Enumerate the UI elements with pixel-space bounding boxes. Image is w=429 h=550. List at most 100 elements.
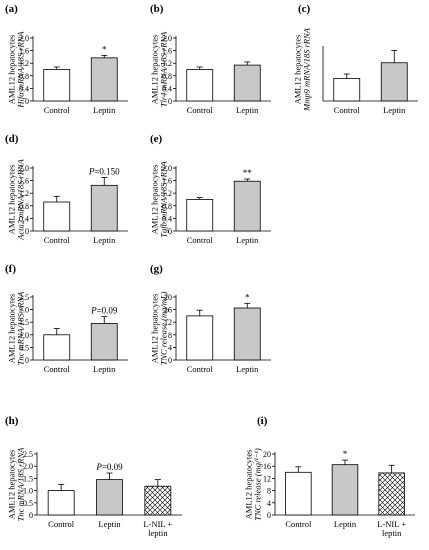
bar-control [333,78,361,102]
category-label: Control [285,519,312,529]
bar-control [186,199,214,232]
y-axis-label-line2: Acta2 mRNA/18S rRNA [16,158,26,241]
y-tick-label: 1.5 [23,474,33,483]
category-label: Leptin [236,105,259,115]
y-axis-label-line1: AML12 hepatocytes [150,294,160,364]
panel-label: (d) [5,133,19,145]
y-tick-label: 0 [168,227,172,236]
y-tick-label: 2.5 [19,293,29,302]
significance-label: P=0.09 [90,306,118,316]
y-tick-label: 2.0 [162,164,172,173]
panel-label: (f) [5,263,16,275]
y-tick-label: 0.4 [19,84,29,93]
bar-control [47,490,75,516]
y-tick-label: 4 [168,343,172,352]
category-label: Leptin [383,105,406,115]
panel-label: (e) [150,133,163,145]
y-tick-label: 0 [168,97,172,106]
y-axis-label-line2: Hifα mRNA/18S rRNA [16,31,26,109]
y-axis-label-line1: AML12 hepatocytes [7,35,17,105]
y-axis-label-line1: AML12 hepatocytes [150,35,160,105]
category-label: Control [44,364,71,374]
y-tick-label: 0.8 [19,72,29,81]
panel-label: (a) [5,3,18,15]
bar-control [43,334,71,361]
category-label: Leptin [236,364,259,374]
category-label: Control [187,235,214,245]
category-label: Leptin [93,235,116,245]
bar-control [43,201,71,232]
y-tick-label: 1.2 [162,189,172,198]
y-tick-label: 4 [267,499,271,508]
y-tick-label: 0.4 [19,214,29,223]
y-axis-label-line2: Tlr4 mRNA/18S rRNA [159,31,169,107]
category-label: leptin [148,528,168,538]
y-axis-label-line1: AML12 hepatocytes [7,165,17,235]
y-axis-label-line2: Mmp9 mRNA/18S rRNA [302,27,312,111]
y-axis-label-line1: AML12 hepatocytes [7,294,17,364]
panel-e: (e) AML12 hepatocytes Tgfb mRNA/18S rRNA 0 0… [150,133,271,245]
y-tick-label: 0.8 [19,202,29,211]
y-tick-label: 1.0 [19,331,29,340]
bar-leptin [90,184,118,232]
y-tick-label: 0.8 [162,72,172,81]
category-label: Leptin [236,235,259,245]
category-label: Leptin [93,105,116,115]
y-axis-label-line2: TNC release (mg/¹⁻¹) [253,448,263,521]
y-tick-label: 0.5 [19,343,29,352]
y-tick-label: 0 [25,227,29,236]
bar-control [285,471,312,516]
y-tick-label: 1.2 [19,59,29,68]
panel-label: (c) [298,3,311,15]
category-label: Control [187,105,214,115]
category-label: Control [44,235,71,245]
y-axis-label-line2: Tnc mRNA/18S rRNA [16,447,26,521]
y-tick-label: 2.0 [23,462,33,471]
y-tick-label: 2.0 [19,306,29,315]
bar-control [43,69,71,102]
y-tick-label: 0.4 [162,214,172,223]
y-tick-label: 0 [267,511,271,520]
significance-label: * [102,44,107,54]
panel-i: (i) AML12 hepatocytes TNC release (mg/¹⁻¹)… [244,415,415,538]
significance-label: P=0.150 [88,166,120,176]
panel-a: (a) AML12 hepatocytes Hifα mRNA/18S rRNA 0 0… [5,3,128,115]
significance-label: * [343,449,348,459]
y-axis-label-line2: Tgfb mRNA/18S rRNA [159,160,169,237]
y-tick-label: 1.6 [162,47,172,56]
category-label: Leptin [93,364,116,374]
category-label: Leptin [334,519,357,529]
y-tick-label: 1.6 [162,177,172,186]
bar-lnil-leptin [378,472,405,516]
bar-control [186,69,214,102]
y-tick-label: 8 [168,331,172,340]
panel-label: (i) [257,415,268,427]
bar-leptin [380,62,408,102]
significance-label: P=0.09 [95,462,123,472]
panel-b: (b) AML12 hepatocytes Tlr4 mRNA/18S rRNA 0 0… [150,3,271,115]
y-tick-label: 2.0 [162,34,172,43]
y-tick-label: 20 [164,293,172,302]
bar-control [186,315,214,361]
category-label: Leptin [98,519,121,529]
y-tick-label: 0.8 [162,202,172,211]
y-tick-label: 2.0 [19,164,29,173]
category-label: L-NIL + [143,519,172,529]
bar-leptin [233,64,261,102]
y-tick-label: 0 [25,97,29,106]
y-tick-label: 0.5 [23,499,33,508]
y-tick-label: 1.5 [19,318,29,327]
y-tick-label: 12 [263,474,271,483]
panel-f: (f) AML12 hepatocytes Tnc mRNA/18S rRNA 0 0.… [5,263,128,374]
panel-g: (g) AML12 hepatocytes TNC release (mg/mL) 0… [150,263,271,374]
y-tick-label: 12 [164,318,172,327]
y-tick-label: 1.2 [19,189,29,198]
bar-lnil-leptin [144,485,172,516]
y-tick-label: 16 [263,462,271,471]
y-tick-label: 0 [25,356,29,365]
panel-h: (h) AML12 hepatocytes Tnc mRNA/18S rRNA 0 0.… [5,415,182,538]
y-tick-label: 0 [29,511,33,520]
bar-leptin [331,464,359,516]
panel-label: (g) [150,263,163,275]
